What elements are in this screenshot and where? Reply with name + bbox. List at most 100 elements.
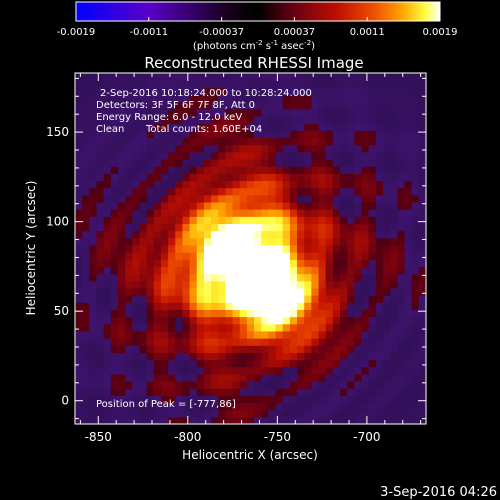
heatmap-cell: [196, 302, 205, 310]
heatmap-cell: [182, 237, 191, 246]
heatmap-cell: [110, 201, 119, 210]
heatmap-cell: [125, 280, 133, 289]
heatmap-cell: [103, 180, 112, 189]
heatmap-cell: [211, 137, 219, 146]
heatmap-cell: [232, 388, 241, 396]
heatmap-cell: [411, 366, 420, 375]
heatmap-cell: [383, 280, 391, 289]
heatmap-cell: [203, 302, 212, 310]
heatmap-cell: [375, 309, 384, 318]
heatmap-cell: [153, 309, 162, 318]
heatmap-cell: [332, 137, 341, 146]
heatmap-cell: [117, 101, 126, 110]
heatmap-cell: [146, 223, 155, 232]
heatmap-cell: [110, 373, 119, 382]
heatmap-cell: [239, 108, 248, 117]
heatmap-cell: [139, 330, 148, 339]
heatmap-cell: [160, 381, 169, 389]
heatmap-cell: [361, 252, 370, 260]
heatmap-cell: [390, 287, 398, 296]
heatmap-cell: [203, 237, 212, 246]
heatmap-cell: [275, 101, 284, 110]
heatmap-cell: [340, 144, 348, 153]
heatmap-cell: [332, 266, 341, 275]
heatmap-cell: [383, 180, 391, 189]
heatmap-cell: [160, 137, 169, 146]
heatmap-cell: [239, 266, 248, 275]
heatmap-cell: [418, 137, 426, 146]
heatmap-cell: [139, 280, 148, 289]
heatmap-cell: [418, 416, 426, 424]
heatmap-cell: [347, 87, 355, 96]
heatmap-cell: [203, 108, 212, 117]
heatmap-cell: [117, 330, 126, 339]
heatmap-cell: [404, 259, 413, 268]
heatmap-cell: [332, 130, 341, 139]
heatmap-cell: [347, 266, 355, 275]
heatmap-cell: [268, 373, 277, 382]
heatmap-cell: [225, 359, 234, 368]
heatmap-cell: [139, 123, 148, 131]
heatmap-cell: [225, 252, 234, 260]
heatmap-cell: [354, 123, 363, 131]
heatmap-cell: [297, 94, 305, 103]
heatmap-cell: [189, 151, 198, 160]
heatmap-cell: [268, 223, 277, 232]
heatmap-cell: [311, 323, 320, 332]
heatmap-cell: [203, 373, 212, 382]
heatmap-cell: [175, 230, 184, 239]
heatmap-cell: [311, 244, 320, 253]
heatmap-cell: [160, 280, 169, 289]
heatmap-cell: [397, 259, 406, 268]
heatmap-cell: [297, 395, 305, 404]
heatmap-cell: [139, 359, 148, 368]
heatmap-cell: [146, 273, 155, 282]
heatmap-cell: [275, 151, 284, 160]
heatmap-cell: [146, 388, 155, 396]
heatmap-cell: [103, 316, 112, 325]
heatmap-cell: [146, 237, 155, 246]
heatmap-cell: [168, 409, 176, 418]
heatmap-cell: [225, 409, 234, 418]
heatmap-cell: [404, 230, 413, 239]
heatmap-cell: [246, 309, 255, 318]
heatmap-cell: [218, 115, 227, 124]
heatmap-cell: [332, 123, 341, 131]
heatmap-cell: [82, 223, 90, 232]
heatmap-cell: [203, 158, 212, 167]
heatmap-cell: [390, 252, 398, 260]
heatmap-cell: [225, 373, 234, 382]
heatmap-cell: [232, 409, 241, 418]
heatmap-cell: [411, 359, 420, 368]
heatmap-cell: [397, 280, 406, 289]
heatmap-cell: [340, 87, 348, 96]
heatmap-cell: [404, 338, 413, 346]
heatmap-cell: [96, 173, 105, 182]
heatmap-cell: [411, 244, 420, 253]
heatmap-cell: [103, 144, 112, 153]
heatmap-cell: [75, 216, 83, 225]
heatmap-cell: [96, 388, 105, 396]
heatmap-cell: [375, 151, 384, 160]
heatmap-cell: [311, 388, 320, 396]
heatmap-cell: [146, 330, 155, 339]
heatmap-cell: [110, 309, 119, 318]
heatmap-cell: [168, 395, 176, 404]
heatmap-cell: [368, 244, 377, 253]
heatmap-cell: [239, 381, 248, 389]
heatmap-cell: [390, 216, 398, 225]
heatmap-cell: [75, 416, 83, 424]
heatmap-cell: [246, 244, 255, 253]
heatmap-cell: [232, 266, 241, 275]
heatmap-cell: [304, 295, 312, 303]
heatmap-cell: [361, 115, 370, 124]
heatmap-cell: [418, 216, 426, 225]
heatmap-cell: [153, 280, 162, 289]
heatmap-cell: [318, 388, 327, 396]
heatmap-cell: [325, 123, 334, 131]
heatmap-cell: [361, 409, 370, 418]
heatmap-cell: [297, 323, 305, 332]
heatmap-cell: [75, 209, 83, 217]
heatmap-cell: [153, 194, 162, 203]
heatmap-cell: [282, 223, 291, 232]
